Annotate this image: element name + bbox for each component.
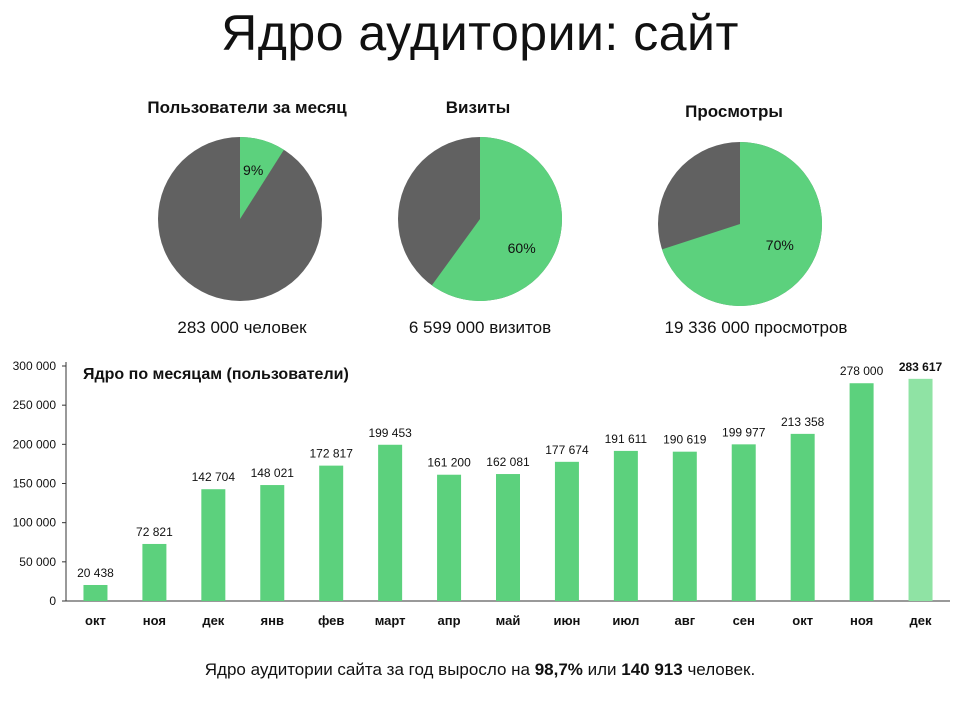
pie-percent-label: 60% bbox=[508, 240, 536, 256]
x-tick-label: ноя bbox=[850, 613, 873, 628]
x-tick-label: авг bbox=[674, 613, 695, 628]
summary-text: Ядро аудитории сайта за год выросло на 9… bbox=[0, 660, 960, 680]
pie-caption-visits: 6 599 000 визитов bbox=[408, 318, 552, 337]
pie-percent-label: 70% bbox=[766, 237, 794, 253]
pie-percent-label: 9% bbox=[243, 162, 263, 178]
x-tick-label: окт bbox=[85, 613, 106, 628]
pie-title-users: Пользователи за месяц bbox=[147, 98, 347, 117]
bar-5 bbox=[378, 444, 403, 601]
pie-title-visits: Визиты bbox=[445, 98, 511, 117]
y-tick-label: 250 000 bbox=[13, 398, 57, 412]
bar-8 bbox=[554, 461, 579, 601]
x-tick-label: июл bbox=[612, 613, 639, 628]
bar-1 bbox=[142, 543, 167, 601]
bar-value-label: 199 453 bbox=[368, 426, 412, 440]
bar-value-label: 142 704 bbox=[192, 470, 236, 484]
y-tick-label: 50 000 bbox=[19, 555, 56, 569]
pie-caption-views: 19 336 000 просмотров bbox=[664, 318, 848, 337]
pie-chart-visits: 60% bbox=[398, 137, 562, 301]
bar-9 bbox=[613, 450, 638, 601]
y-tick-label: 300 000 bbox=[13, 359, 57, 373]
bar-value-label: 72 821 bbox=[136, 525, 173, 539]
pie-slice-core bbox=[662, 142, 822, 306]
pie-title-views: Просмотры bbox=[685, 102, 783, 121]
page-title: Ядро аудитории: сайт bbox=[221, 5, 739, 61]
bar-value-label: 190 619 bbox=[663, 433, 707, 447]
summary-text-before: Ядро аудитории сайта за год выросло на bbox=[204, 660, 535, 679]
bar-2 bbox=[201, 489, 226, 601]
bar-4 bbox=[319, 465, 344, 601]
pie-slice-core bbox=[431, 137, 562, 301]
y-tick-label: 0 bbox=[49, 594, 56, 608]
summary-text-after: человек. bbox=[682, 660, 756, 679]
x-tick-label: дек bbox=[910, 613, 932, 628]
y-tick-label: 200 000 bbox=[13, 437, 57, 451]
x-tick-label: март bbox=[375, 613, 406, 628]
x-tick-label: май bbox=[496, 613, 521, 628]
bar-value-label: 283 617 bbox=[899, 360, 943, 374]
bar-value-label: 199 977 bbox=[722, 425, 766, 439]
summary-growth-percent: 98,7% bbox=[534, 660, 583, 679]
bar-value-label: 172 817 bbox=[310, 447, 354, 461]
bar-14 bbox=[908, 378, 933, 601]
bar-6 bbox=[437, 474, 462, 601]
bar-value-label: 162 081 bbox=[486, 455, 530, 469]
x-tick-label: апр bbox=[438, 613, 461, 628]
x-tick-label: окт bbox=[792, 613, 813, 628]
bar-value-label: 148 021 bbox=[251, 466, 295, 480]
bar-value-label: 177 674 bbox=[545, 443, 589, 457]
bar-0 bbox=[83, 584, 108, 601]
bar-value-label: 191 611 bbox=[605, 432, 648, 446]
x-tick-label: янв bbox=[261, 613, 284, 628]
bar-value-label: 20 438 bbox=[77, 566, 114, 580]
bar-value-label: 161 200 bbox=[427, 456, 471, 470]
bar-10 bbox=[672, 451, 697, 601]
bar-12 bbox=[790, 433, 815, 601]
x-tick-label: июн bbox=[553, 613, 580, 628]
pie-slice-core bbox=[240, 137, 284, 219]
bar-value-label: 213 358 bbox=[781, 415, 825, 429]
bar-13 bbox=[849, 383, 874, 601]
pie-chart-users: 9% bbox=[158, 137, 322, 301]
bar-value-label: 278 000 bbox=[840, 364, 884, 378]
y-tick-label: 150 000 bbox=[13, 477, 57, 491]
pie-chart-views: 70% bbox=[658, 142, 822, 306]
bar-7 bbox=[496, 474, 520, 601]
bar-11 bbox=[731, 444, 756, 601]
bar-3 bbox=[260, 485, 285, 601]
x-tick-label: сен bbox=[733, 613, 755, 628]
x-tick-label: дек bbox=[202, 613, 224, 628]
x-tick-label: ноя bbox=[143, 613, 166, 628]
pie-caption-users: 283 000 человек bbox=[177, 318, 307, 337]
monthly-core-bar-chart: 0 50 000 100 000 150 000 200 000 250 000 300 0… bbox=[13, 359, 950, 628]
summary-text-middle: или bbox=[582, 660, 622, 679]
x-tick-label: фев bbox=[318, 613, 344, 628]
y-tick-label: 100 000 bbox=[13, 516, 57, 530]
bar-chart-title: Ядро по месяцам (пользователи) bbox=[83, 366, 349, 383]
summary-growth-number: 140 913 bbox=[621, 660, 683, 679]
